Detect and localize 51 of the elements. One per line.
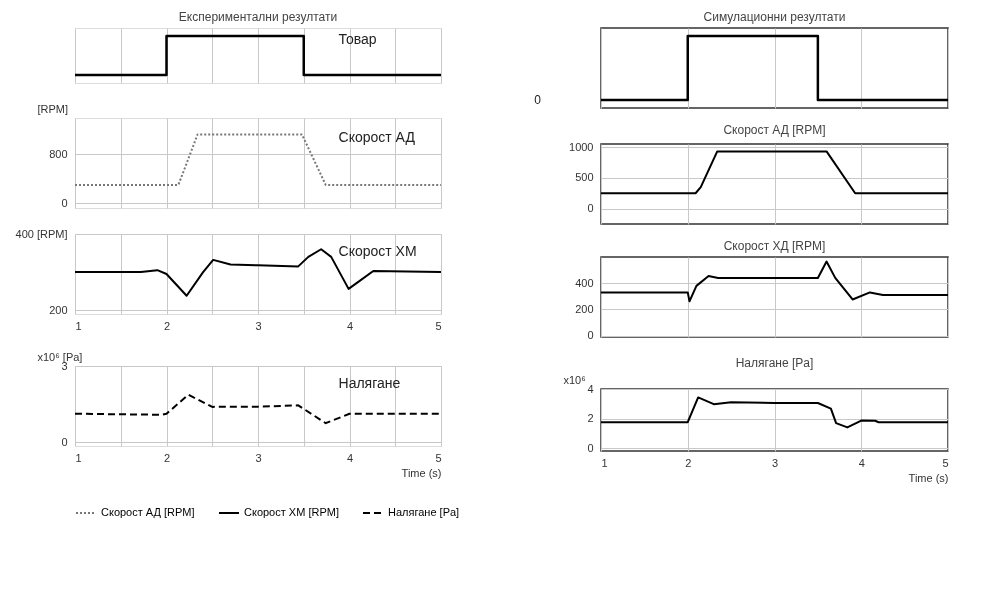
y-tick-label: 200: [575, 302, 594, 315]
x-tick-label: 2: [685, 456, 692, 469]
x-tick-label: 3: [771, 456, 779, 469]
y-axis-title: [RPM]: [37, 102, 69, 115]
line-series: [74, 248, 442, 297]
annotation: Скорост ХМ: [338, 242, 417, 259]
x-tick-label: 1: [601, 456, 608, 469]
y-tick-label: 0: [61, 196, 68, 209]
x-tick-label: 5: [435, 319, 442, 332]
x-tick-label: 2: [163, 451, 171, 464]
x-tick-label: 5: [435, 451, 442, 464]
x-tick-label: 1: [75, 319, 82, 332]
x-tick-label: 5: [942, 456, 949, 469]
y-tick-label: 2: [587, 412, 594, 425]
line-series: [74, 393, 442, 425]
y-tick-label: 0: [587, 202, 594, 215]
annotation: Скорост АД: [338, 128, 416, 145]
line-series: [600, 260, 949, 303]
legend-label: Скорост АД [RPM]: [101, 506, 195, 518]
y-tick-label: 4: [587, 382, 594, 395]
x-tick-label: 4: [346, 319, 354, 332]
y-tick-label: 500: [575, 171, 594, 184]
x-tick-label: 3: [255, 319, 262, 332]
legend-label: Налягане [Pa]: [388, 506, 460, 518]
x-axis-title: Time (s): [908, 471, 949, 484]
x-tick-label: 2: [163, 319, 171, 332]
y-tick-label: 1000: [569, 140, 594, 153]
y-tick-label: 200: [49, 303, 68, 316]
x-tick-label: 1: [75, 451, 82, 464]
y-axis-title: 0: [534, 93, 542, 107]
legend-label: Скорост ХМ [RPM]: [244, 506, 339, 518]
y-tick-label: 400: [575, 276, 594, 289]
x-tick-label: 3: [255, 451, 262, 464]
chart-title: Симулационни резултати: [703, 10, 846, 24]
y-tick-label: 0: [587, 441, 594, 454]
x-axis-title: Time (s): [401, 466, 442, 479]
chart-title: Скорост АД [RPM]: [723, 123, 826, 138]
y-tick-label: 0: [61, 435, 68, 448]
chart-title: Експериментални резултати: [178, 10, 338, 24]
chart-title: Скорост ХД [RPM]: [723, 239, 826, 253]
x-tick-label: 4: [346, 451, 354, 464]
y-axis-title: x10⁶ [Pa]: [37, 350, 83, 363]
chart-title: Налягане [Pa]: [735, 356, 814, 370]
y-tick-label: 0: [587, 329, 594, 342]
y-tick-label: 400 [RPM]: [15, 227, 68, 240]
y-tick-label: 800: [49, 147, 68, 160]
annotation: Налягане: [338, 374, 401, 391]
annotation: Товар: [338, 31, 377, 48]
x-tick-label: 4: [858, 456, 865, 469]
y-axis-title: x10⁶: [563, 373, 586, 386]
line-series: [600, 396, 949, 429]
